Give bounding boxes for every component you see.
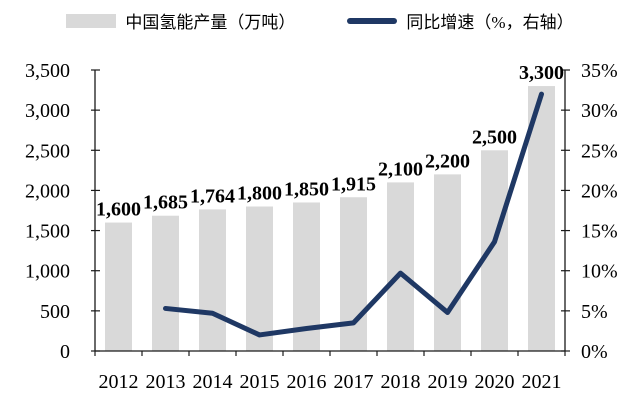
left-axis-tick-label: 1,000: [25, 261, 70, 283]
legend-item-growth: 同比增速（%，右轴）: [347, 8, 574, 33]
bar-data-label: 1,915: [331, 173, 376, 195]
growth-line: [163, 91, 544, 338]
bar-data-label: 1,764: [190, 185, 235, 207]
bar: [340, 197, 367, 351]
bar: [434, 174, 461, 351]
bar: [481, 150, 508, 351]
right-axis-tick-label: 5%: [581, 301, 608, 323]
left-axis-tick-label: 2,500: [25, 140, 70, 162]
line-series-label: 同比增速（%，右轴）: [406, 13, 574, 32]
right-axis-tick-label: 30%: [581, 100, 618, 122]
legend-item-production: 中国氢能产量（万吨）: [66, 8, 295, 33]
bar: [387, 182, 414, 351]
right-axis-tick-label: 10%: [581, 261, 618, 283]
left-axis-tick-label: 3,000: [25, 100, 70, 122]
x-axis-category-label: 2020: [475, 371, 515, 393]
left-axis-tick-label: 3,500: [25, 60, 70, 82]
bar-data-label: 2,200: [425, 150, 470, 172]
bar: [105, 222, 132, 351]
left-axis-tick-label: 0: [60, 341, 70, 363]
line-series-swatch: [347, 17, 398, 24]
bar: [246, 206, 273, 351]
bar-series-label: 中国氢能产量（万吨）: [125, 13, 296, 32]
bar-data-label: 1,800: [237, 182, 282, 204]
bar-data-label: 3,300: [519, 62, 564, 84]
bar-data-label: 1,850: [284, 178, 329, 200]
legend: 中国氢能产量（万吨） 同比增速（%，右轴）: [0, 8, 640, 33]
right-axis-tick-label: 0%: [581, 341, 608, 363]
x-axis-category-label: 2021: [522, 371, 562, 393]
right-axis-tick-label: 15%: [581, 221, 618, 243]
bar-data-label: 1,600: [96, 199, 141, 221]
x-axis-category-label: 2012: [99, 371, 139, 393]
x-axis-category-label: 2013: [146, 371, 186, 393]
bar-series-swatch: [66, 13, 117, 28]
x-axis-category-label: 2016: [287, 371, 327, 393]
bar-data-label: 2,500: [472, 126, 517, 148]
right-axis-tick-label: 35%: [581, 60, 618, 82]
right-axis-tick-label: 20%: [581, 180, 618, 202]
x-axis-category-label: 2019: [428, 371, 468, 393]
x-axis-category-label: 2018: [381, 371, 421, 393]
right-axis-tick-label: 25%: [581, 140, 618, 162]
x-axis-category-label: 2014: [193, 371, 233, 393]
bar-data-label: 2,100: [378, 158, 423, 180]
x-axis-category-label: 2017: [334, 371, 374, 393]
bar: [152, 215, 179, 351]
bar: [199, 209, 226, 351]
bar-data-label: 1,685: [143, 192, 188, 214]
left-axis-tick-label: 1,500: [25, 221, 70, 243]
left-axis-tick-label: 500: [40, 301, 70, 323]
x-axis-category-label: 2015: [240, 371, 280, 393]
left-axis-tick-label: 2,000: [25, 180, 70, 202]
